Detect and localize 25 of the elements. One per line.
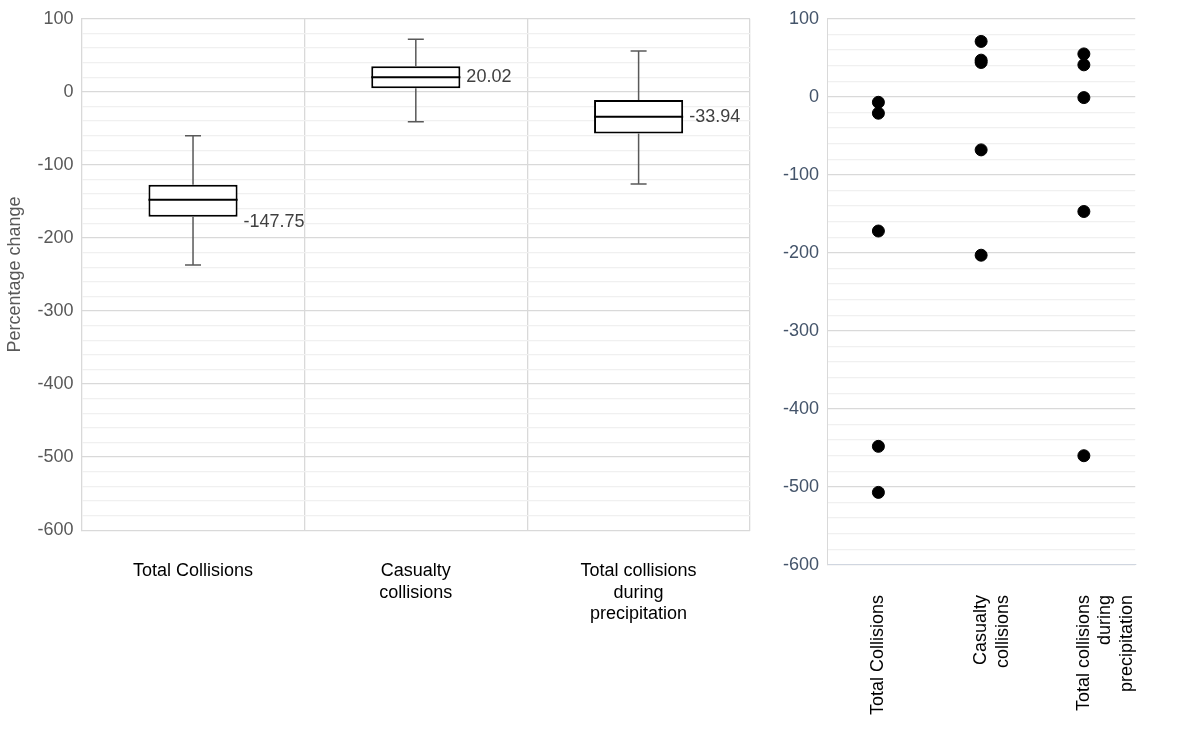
y-tick-label: -600 [37,519,74,540]
y-tick-label: 100 [788,7,820,28]
y-tick-label: -400 [37,373,74,394]
y-tick-label: -300 [783,319,820,340]
x-tick-label: Total collisions during precipitation [580,559,697,624]
x-tick-label: Total Collisions [132,559,254,580]
y-tick-label: -100 [37,153,74,174]
y-tick-label: 100 [43,7,74,28]
x-tick-label: Casualty collisions [379,559,453,602]
x-tick-label: Total Collisions [867,594,888,716]
x-tick-label: Casualty collisions [970,594,1012,668]
text: 20.02 [466,66,512,87]
y-tick-label: -500 [37,446,74,467]
y-tick-label: -400 [783,397,820,418]
y-tick-label: -600 [783,553,820,574]
y-tick-label: 0 [809,85,820,106]
y-tick-label: -100 [783,163,820,184]
y-tick-label: -500 [783,475,820,496]
y-tick-label: -200 [783,241,820,262]
y-tick-label: -300 [37,300,74,320]
y-axis-title: Percentage change [3,196,24,353]
text: -33.94 [689,105,741,126]
y-tick-label: -200 [37,226,74,247]
text: -147.75 [243,210,305,231]
y-tick-label: 0 [63,80,74,101]
